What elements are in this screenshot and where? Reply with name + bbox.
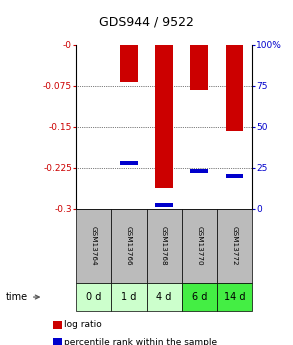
Bar <box>190 45 208 90</box>
Text: log ratio: log ratio <box>64 321 102 329</box>
Text: 0 d: 0 d <box>86 292 101 302</box>
Text: time: time <box>6 292 28 302</box>
Bar <box>226 45 243 131</box>
Text: 1 d: 1 d <box>121 292 137 302</box>
Text: GDS944 / 9522: GDS944 / 9522 <box>99 16 194 29</box>
Text: GSM13770: GSM13770 <box>196 226 202 266</box>
Bar <box>155 45 173 188</box>
Bar <box>120 45 138 82</box>
Bar <box>226 174 243 178</box>
Text: GSM13766: GSM13766 <box>126 226 132 266</box>
Bar <box>155 204 173 207</box>
Text: 4 d: 4 d <box>156 292 172 302</box>
Bar <box>120 161 138 165</box>
Bar <box>190 169 208 173</box>
Text: GSM13768: GSM13768 <box>161 226 167 266</box>
Text: percentile rank within the sample: percentile rank within the sample <box>64 338 218 345</box>
Text: GSM13764: GSM13764 <box>91 226 97 266</box>
Text: 14 d: 14 d <box>224 292 245 302</box>
Text: 6 d: 6 d <box>192 292 207 302</box>
Text: GSM13772: GSM13772 <box>231 226 237 266</box>
